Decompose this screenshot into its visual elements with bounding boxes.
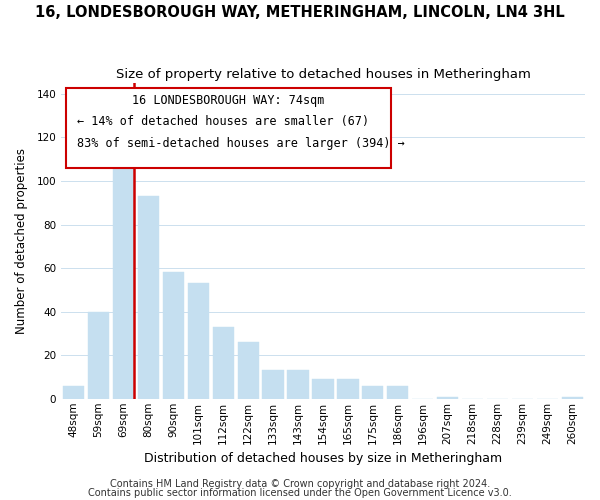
Text: 16, LONDESBOROUGH WAY, METHERINGHAM, LINCOLN, LN4 3HL: 16, LONDESBOROUGH WAY, METHERINGHAM, LIN… bbox=[35, 5, 565, 20]
Text: Contains public sector information licensed under the Open Government Licence v3: Contains public sector information licen… bbox=[88, 488, 512, 498]
Bar bbox=[137, 196, 159, 399]
Bar bbox=[287, 370, 308, 399]
Text: 83% of semi-detached houses are larger (394) →: 83% of semi-detached houses are larger (… bbox=[77, 136, 404, 149]
FancyBboxPatch shape bbox=[66, 88, 391, 168]
Y-axis label: Number of detached properties: Number of detached properties bbox=[15, 148, 28, 334]
Text: 16 LONDESBOROUGH WAY: 74sqm: 16 LONDESBOROUGH WAY: 74sqm bbox=[133, 94, 325, 107]
Bar bbox=[238, 342, 259, 399]
Bar bbox=[362, 386, 383, 399]
X-axis label: Distribution of detached houses by size in Metheringham: Distribution of detached houses by size … bbox=[144, 452, 502, 465]
Bar bbox=[88, 312, 109, 399]
Bar bbox=[562, 396, 583, 399]
Bar bbox=[387, 386, 409, 399]
Bar bbox=[163, 272, 184, 399]
Bar bbox=[313, 379, 334, 399]
Bar bbox=[262, 370, 284, 399]
Text: ← 14% of detached houses are smaller (67): ← 14% of detached houses are smaller (67… bbox=[77, 114, 369, 128]
Bar bbox=[188, 284, 209, 399]
Bar bbox=[212, 327, 234, 399]
Bar bbox=[437, 396, 458, 399]
Title: Size of property relative to detached houses in Metheringham: Size of property relative to detached ho… bbox=[116, 68, 530, 80]
Bar bbox=[113, 148, 134, 399]
Bar bbox=[337, 379, 359, 399]
Bar bbox=[63, 386, 84, 399]
Text: Contains HM Land Registry data © Crown copyright and database right 2024.: Contains HM Land Registry data © Crown c… bbox=[110, 479, 490, 489]
